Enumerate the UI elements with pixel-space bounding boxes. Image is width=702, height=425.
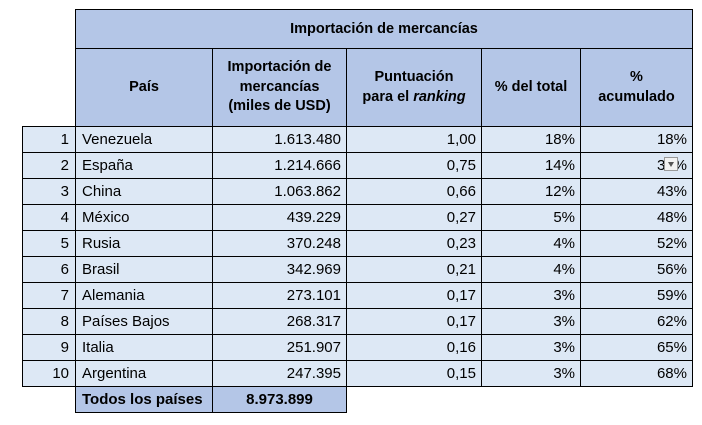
table-row: 4 México 439.229 0,27 5% 48% (22, 204, 693, 231)
cell-pct-cumulative[interactable]: 56% (580, 256, 693, 283)
row-number[interactable]: 10 (22, 360, 76, 387)
header-pct-cum-line1: % (630, 68, 643, 85)
table-row: 8 Países Bajos 268.317 0,17 3% 62% (22, 308, 693, 335)
row-number[interactable]: 5 (22, 230, 76, 257)
cell-score[interactable]: 0,16 (346, 334, 482, 361)
header-pct-total[interactable]: % del total (481, 48, 581, 127)
cell-imports[interactable]: 247.395 (212, 360, 347, 387)
corner-blank (23, 387, 76, 413)
cell-pct-cumulative[interactable]: 18% (580, 126, 693, 153)
cell-country[interactable]: Argentina (75, 360, 213, 387)
table-row: 3 China 1.063.862 0,66 12% 43% (22, 178, 693, 205)
cell-score[interactable]: 0,17 (346, 282, 482, 309)
cell-imports[interactable]: 342.969 (212, 256, 347, 283)
cell-score[interactable]: 0,23 (346, 230, 482, 257)
cell-country[interactable]: Alemania (75, 282, 213, 309)
cell-score[interactable]: 0,15 (346, 360, 482, 387)
cell-imports[interactable]: 370.248 (212, 230, 347, 257)
corner-blank (23, 10, 76, 49)
chevron-down-icon[interactable] (664, 157, 678, 171)
cell-pct-cumulative[interactable]: 52% (580, 230, 693, 257)
cell-country[interactable]: España (75, 152, 213, 179)
cell-imports[interactable]: 1.214.666 (212, 152, 347, 179)
imports-table: Importación de mercancías País Importaci… (22, 9, 693, 413)
cell-imports[interactable]: 273.101 (212, 282, 347, 309)
cell-pct-cumulative[interactable]: 43% (580, 178, 693, 205)
total-value[interactable]: 8.973.899 (212, 386, 347, 413)
cell-pct-cumulative[interactable]: 48% (580, 204, 693, 231)
cell-country[interactable]: México (75, 204, 213, 231)
cell-country[interactable]: Brasil (75, 256, 213, 283)
cell-pct-cumulative[interactable]: 65% (580, 334, 693, 361)
cell-pct-total[interactable]: 4% (481, 256, 581, 283)
row-number[interactable]: 2 (22, 152, 76, 179)
cell-country[interactable]: Países Bajos (75, 308, 213, 335)
cell-imports[interactable]: 439.229 (212, 204, 347, 231)
cell-score[interactable]: 0,17 (346, 308, 482, 335)
cell-imports[interactable]: 251.907 (212, 334, 347, 361)
cell-pct-cumulative[interactable]: 62% (580, 308, 693, 335)
cell-score[interactable]: 0,75 (346, 152, 482, 179)
table-row: 7 Alemania 273.101 0,17 3% 59% (22, 282, 693, 309)
total-label[interactable]: Todos los países (75, 386, 213, 413)
cell-score[interactable]: 0,21 (346, 256, 482, 283)
corner-blank (23, 49, 76, 127)
cell-pct-total[interactable]: 3% (481, 334, 581, 361)
header-pct-cumulative[interactable]: % acumulado (580, 48, 693, 127)
cell-pct-total[interactable]: 3% (481, 282, 581, 309)
header-score-italic: ranking (413, 88, 466, 105)
cell-pct-total[interactable]: 3% (481, 360, 581, 387)
cell-imports[interactable]: 1.063.862 (212, 178, 347, 205)
row-number[interactable]: 9 (22, 334, 76, 361)
cell-pct-total[interactable]: 18% (481, 126, 581, 153)
cell-pct-total[interactable]: 5% (481, 204, 581, 231)
cell-country[interactable]: Italia (75, 334, 213, 361)
header-pct-cum-line2: acumulado (598, 88, 675, 105)
table-row: 1 Venezuela 1.613.480 1,00 18% 18% (22, 126, 693, 153)
row-number[interactable]: 6 (22, 256, 76, 283)
header-score-prefix: para el (362, 88, 414, 105)
cell-country[interactable]: Venezuela (75, 126, 213, 153)
table-row: 5 Rusia 370.248 0,23 4% 52% (22, 230, 693, 257)
row-number[interactable]: 4 (22, 204, 76, 231)
table-row: 6 Brasil 342.969 0,21 4% 56% (22, 256, 693, 283)
header-score-line1: Puntuación (374, 68, 454, 85)
cell-country[interactable]: China (75, 178, 213, 205)
cell-pct-cumulative[interactable]: 68% (580, 360, 693, 387)
cell-pct-total[interactable]: 4% (481, 230, 581, 257)
cell-score[interactable]: 1,00 (346, 126, 482, 153)
cell-imports[interactable]: 268.317 (212, 308, 347, 335)
header-country[interactable]: País (75, 48, 213, 127)
cell-score[interactable]: 0,27 (346, 204, 482, 231)
row-number[interactable]: 8 (22, 308, 76, 335)
table-row: 10 Argentina 247.395 0,15 3% 68% (22, 360, 693, 387)
row-number[interactable]: 3 (22, 178, 76, 205)
table-row: 9 Italia 251.907 0,16 3% 65% (22, 334, 693, 361)
cell-imports[interactable]: 1.613.480 (212, 126, 347, 153)
cell-pct-total[interactable]: 12% (481, 178, 581, 205)
header-imports-line3: (miles de USD) (228, 98, 331, 115)
cell-country[interactable]: Rusia (75, 230, 213, 257)
row-number[interactable]: 7 (22, 282, 76, 309)
cell-pct-total[interactable]: 14% (481, 152, 581, 179)
header-imports-line1: Importación de (227, 59, 332, 76)
header-imports-line2: mercancías (239, 78, 320, 95)
cell-pct-cumulative[interactable]: 59% (580, 282, 693, 309)
header-imports[interactable]: Importación de mercancías (miles de USD) (212, 48, 347, 127)
row-number[interactable]: 1 (22, 126, 76, 153)
cell-pct-total[interactable]: 3% (481, 308, 581, 335)
header-score[interactable]: Puntuación para el ranking (346, 48, 482, 127)
table-title: Importación de mercancías (75, 9, 693, 49)
cell-score[interactable]: 0,66 (346, 178, 482, 205)
table-body: 1 Venezuela 1.613.480 1,00 18% 18% 2 España 1.21… (22, 126, 693, 387)
